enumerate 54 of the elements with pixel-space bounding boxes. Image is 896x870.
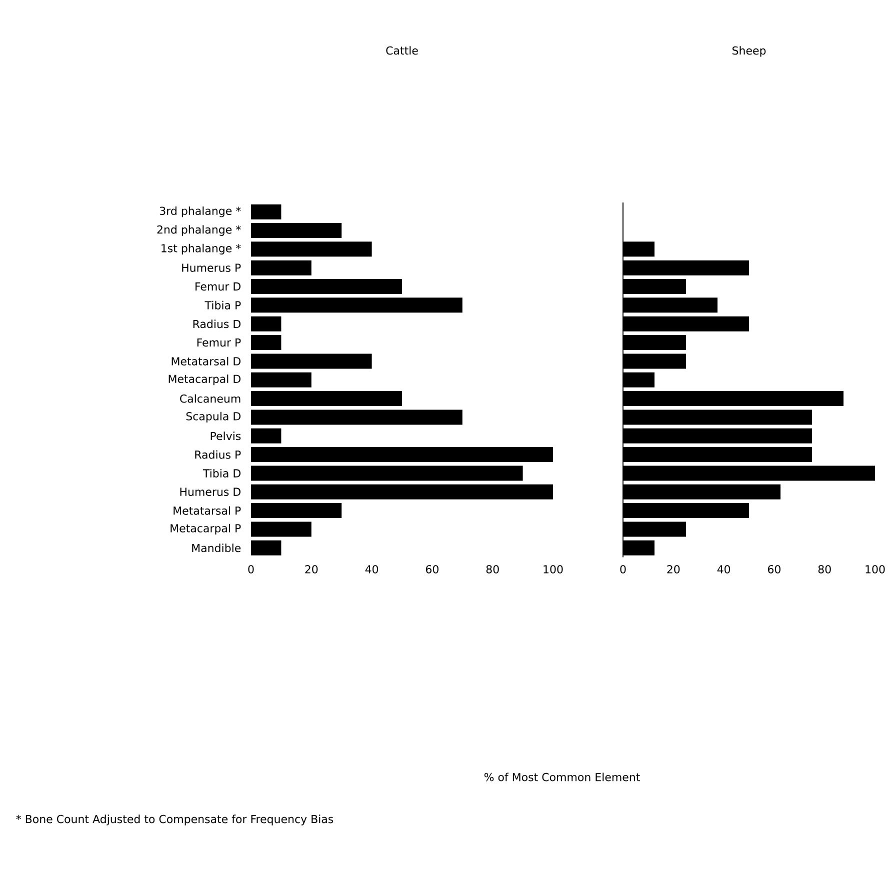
bar — [251, 484, 554, 500]
y-tick-label: 2nd phalange * — [157, 225, 241, 236]
chart-title: Cattle — [386, 46, 418, 55]
bar — [251, 279, 402, 294]
y-tick-label: Metatarsal P — [174, 506, 241, 515]
bar — [251, 540, 282, 556]
x-tick-label: 0 — [620, 565, 626, 574]
y-tick-label: Tibia P — [204, 300, 241, 310]
bar — [251, 204, 282, 220]
text: * Bone Count Adjusted to Compensate for Frequency Bias — [16, 814, 334, 826]
x-tick-label: 80 — [818, 565, 831, 574]
y-tick-label: Mandible — [192, 544, 241, 552]
bar — [251, 335, 282, 350]
bar — [251, 242, 372, 257]
x-tick-label: 60 — [768, 565, 780, 574]
y-tick-label: Metatarsal D — [172, 356, 240, 366]
x-tick-label: 60 — [426, 565, 438, 574]
x-axis-title: % of Most Common Element — [484, 772, 640, 782]
y-tick-label: Pelvis — [210, 432, 241, 440]
y-tick-label: Scapula D — [186, 412, 240, 423]
y-tick-label: 1st phalange * — [162, 244, 241, 254]
bar — [251, 522, 312, 537]
x-tick-label: 100 — [866, 565, 885, 574]
bar — [251, 410, 462, 425]
bar — [251, 447, 554, 462]
y-tick-label: 3rd phalange * — [160, 206, 241, 218]
x-tick-label: 20 — [667, 565, 680, 574]
x-tick-label: 100 — [544, 565, 563, 574]
bar — [251, 298, 462, 313]
bar — [251, 391, 402, 406]
bar — [251, 466, 523, 481]
y-tick-label: Humerus P — [182, 264, 241, 272]
y-tick-label: Tibia D — [202, 468, 241, 478]
y-tick-label: Metacarpal D — [168, 374, 240, 386]
x-tick-label: 0 — [248, 565, 254, 574]
bar — [251, 316, 282, 332]
y-tick-label: Radius D — [193, 320, 240, 328]
bar — [251, 372, 312, 388]
y-tick-label: Radius P — [195, 450, 241, 459]
x-tick-label: 40 — [717, 565, 730, 574]
bar — [251, 503, 342, 518]
bar — [251, 260, 312, 276]
chart-title: Sheep — [732, 46, 766, 57]
x-tick-label: 40 — [365, 565, 378, 574]
y-tick-label: Femur P — [197, 338, 241, 347]
y-tick-label: Femur D — [196, 282, 240, 291]
x-tick-label: 80 — [486, 565, 499, 574]
y-tick-label: Metacarpal P — [170, 524, 241, 535]
y-tick-label: Humerus D — [180, 488, 240, 496]
bar — [251, 428, 282, 444]
bar — [251, 223, 342, 238]
bar — [251, 354, 372, 369]
y-tick-label: Calcaneum — [180, 394, 240, 403]
x-tick-label: 20 — [305, 565, 318, 574]
